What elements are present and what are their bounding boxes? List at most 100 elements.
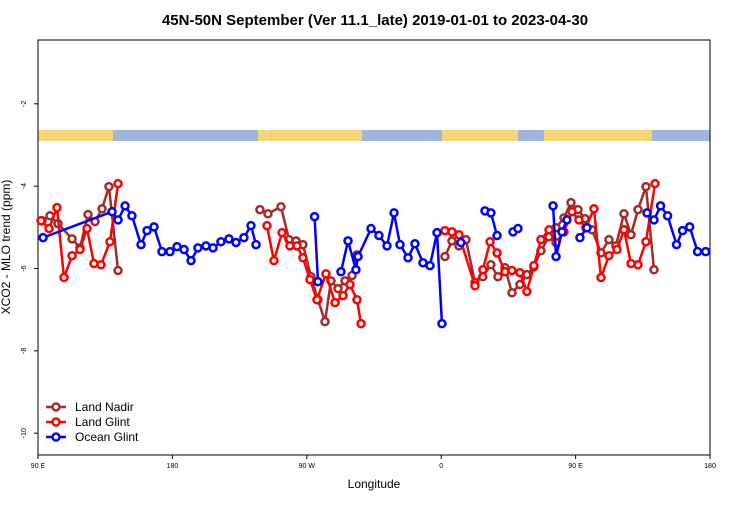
land-mask-strip (38, 130, 710, 141)
legend-label: Land Nadir (75, 400, 134, 414)
data-point (313, 276, 323, 287)
data-point (485, 236, 495, 247)
data-point (456, 237, 466, 248)
data-point (75, 244, 85, 255)
ocean-band (113, 130, 258, 141)
data-point (662, 211, 673, 221)
data-point (582, 222, 592, 233)
data-point (440, 251, 450, 262)
data-point (432, 227, 442, 238)
data-point (105, 236, 115, 247)
data-point (343, 236, 353, 246)
data-point (320, 316, 330, 327)
data-point (389, 208, 399, 218)
data-point (366, 223, 376, 234)
data-point (589, 204, 599, 214)
data-point (395, 239, 405, 250)
data-point (231, 237, 241, 248)
y-tick-label: -4 (21, 183, 28, 189)
data-point (330, 297, 340, 308)
legend-marker (51, 432, 61, 442)
data-point (113, 178, 123, 189)
ocean-band (652, 130, 710, 141)
data-point (142, 225, 152, 236)
legend-label: Land Glint (75, 415, 130, 429)
data-point (351, 264, 361, 275)
data-point (700, 246, 711, 257)
data-point (529, 260, 539, 271)
x-tick-label: 90 E (568, 463, 583, 470)
data-point (113, 215, 123, 225)
data-point (67, 234, 77, 244)
data-point (83, 209, 93, 220)
data-point (486, 208, 496, 218)
data-point (649, 215, 659, 225)
data-point (246, 220, 256, 231)
data-point (567, 206, 577, 217)
data-point (298, 253, 308, 263)
data-point (149, 222, 159, 232)
data-point (641, 236, 651, 247)
data-point (633, 260, 643, 270)
data-point (67, 250, 77, 261)
data-point (612, 244, 622, 255)
x-tick-label: 180 (167, 463, 179, 470)
data-point (619, 208, 629, 219)
data-point (655, 201, 666, 211)
data-point (374, 230, 384, 241)
data-point (548, 201, 558, 211)
data-point (544, 225, 554, 235)
data-point (59, 272, 69, 283)
data-point (157, 246, 167, 257)
x-tick-label: 0 (439, 463, 443, 470)
data-point (312, 295, 322, 305)
data-point (44, 223, 54, 234)
chart-title: 45N-50N September (Ver 11.1_late) 2019-0… (162, 12, 588, 29)
data-point (336, 267, 346, 277)
x-tick-label: 90 W (299, 463, 316, 470)
data-point (216, 236, 226, 247)
data-point (604, 234, 614, 245)
data-point (650, 178, 660, 189)
data-point (493, 271, 503, 282)
data-point (566, 197, 576, 208)
data-point (269, 255, 279, 266)
data-point (692, 246, 703, 257)
data-point (277, 227, 287, 238)
data-point (224, 234, 234, 244)
y-axis-label: XCO2 - MLO trend (ppm) (0, 180, 13, 315)
data-point (193, 243, 203, 253)
y-tick-label: -2 (21, 101, 28, 107)
data-point (507, 265, 517, 276)
data-point (437, 318, 447, 329)
data-point (345, 279, 355, 290)
data-point (684, 222, 695, 232)
data-point (262, 220, 272, 231)
data-point (136, 239, 146, 250)
data-point (96, 260, 106, 270)
data-point (321, 269, 331, 279)
series (38, 201, 711, 329)
data-point (309, 211, 320, 222)
data-point (179, 244, 189, 255)
data-point (113, 265, 123, 276)
series (37, 181, 659, 327)
legend-marker (51, 402, 61, 412)
x-tick-label: 90 E (31, 463, 46, 470)
data-point (642, 208, 652, 218)
data-point (492, 248, 502, 258)
data-point (38, 232, 48, 243)
data-point (492, 230, 502, 241)
x-tick-label: 180 (704, 463, 716, 470)
y-tick-label: -6 (21, 265, 28, 271)
data-point (292, 241, 302, 251)
data-point (641, 181, 651, 192)
data-point (633, 204, 643, 215)
data-point (208, 243, 218, 253)
data-point (263, 208, 273, 219)
data-point (186, 255, 196, 266)
data-point (536, 234, 546, 245)
data-point (382, 241, 392, 251)
